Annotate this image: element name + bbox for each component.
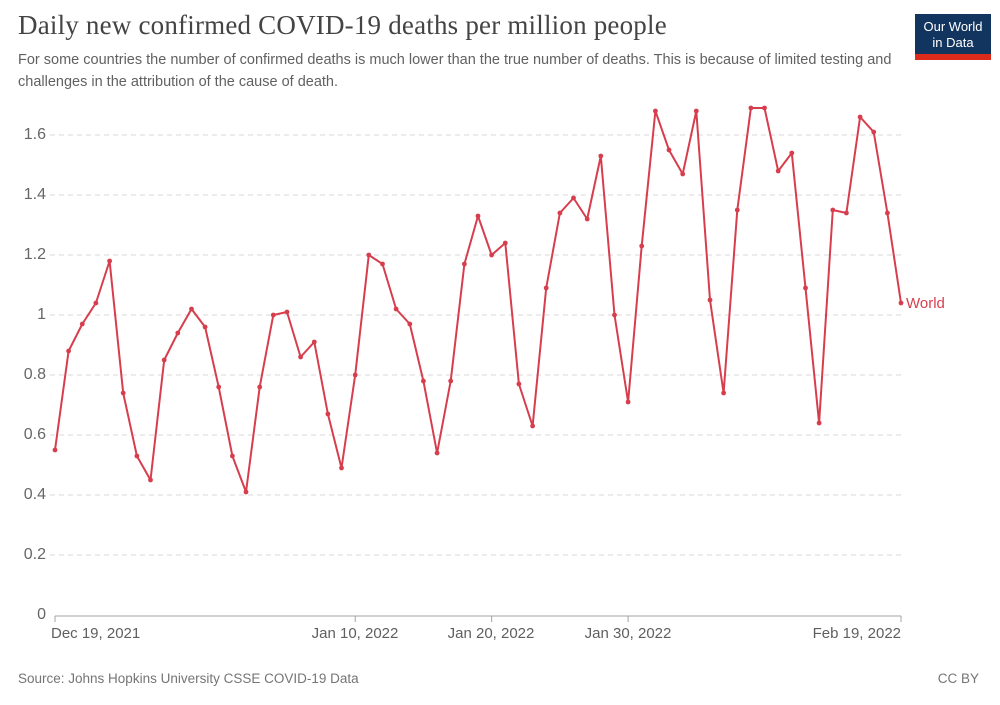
owid-logo-line1: Our World (923, 19, 983, 34)
y-tick-label: 0.4 (23, 486, 46, 503)
license-badge[interactable]: CC BY (937, 671, 979, 686)
y-tick-label: 0 (37, 606, 46, 623)
x-tick-label: Feb 19, 2022 (812, 625, 901, 642)
x-tick-label: Jan 20, 2022 (447, 625, 535, 642)
data-point-markers[interactable] (52, 105, 904, 495)
y-tick-label: 0.2 (23, 546, 46, 563)
x-axis (54, 615, 902, 622)
x-tick-label: Jan 30, 2022 (584, 625, 672, 642)
x-tick-label: Jan 10, 2022 (311, 625, 399, 642)
series-label-world[interactable]: World (906, 295, 945, 312)
gridlines (50, 134, 903, 556)
y-tick-label: 1.6 (23, 126, 46, 143)
owid-logo[interactable]: Our World in Data (915, 14, 991, 60)
x-tick-label: Dec 19, 2021 (51, 625, 141, 642)
y-tick-label: 1 (37, 306, 46, 323)
y-tick-label: 0.8 (23, 366, 46, 383)
y-tick-label: 1.4 (23, 186, 46, 203)
y-tick-label: 0.6 (23, 426, 46, 443)
world-line[interactable] (54, 107, 902, 493)
owid-logo-line2: in Data (932, 35, 974, 50)
source-note: Source: Johns Hopkins University CSSE CO… (18, 671, 359, 686)
chart-subtitle: For some countries the number of confirm… (18, 52, 892, 90)
chart-title: Daily new confirmed COVID-19 deaths per … (18, 10, 667, 40)
owid-logo-red-bar (915, 54, 991, 60)
y-tick-label: 1.2 (23, 246, 46, 263)
